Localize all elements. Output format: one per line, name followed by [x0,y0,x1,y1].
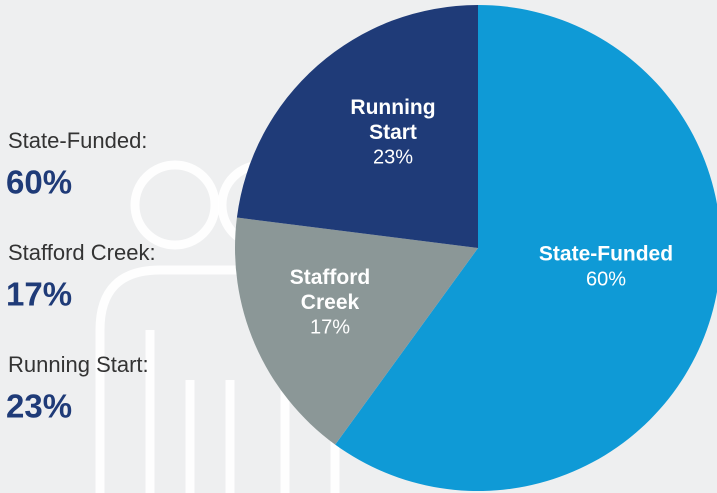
pie-slice [335,5,717,491]
pie-slice [234,217,478,445]
slice-value: 23% [373,146,413,168]
slice-value: 60% [586,268,626,290]
legend-value: 17% [6,276,72,313]
slice-label: Stafford Creek [290,266,371,314]
legend-label: Running Start: [8,352,149,377]
legend-label: State-Funded: [8,128,147,153]
legend: State-Funded: 60% Stafford Creek: 17% Runnin… [6,128,156,425]
legend-value: 60% [6,164,72,201]
slice-label: Running Start [350,96,435,144]
legend-value: 23% [6,388,72,425]
pie-slice [236,5,478,248]
legend-label: Stafford Creek: [8,240,156,265]
slice-label: State-Funded [539,243,673,266]
slice-value: 17% [310,316,350,338]
